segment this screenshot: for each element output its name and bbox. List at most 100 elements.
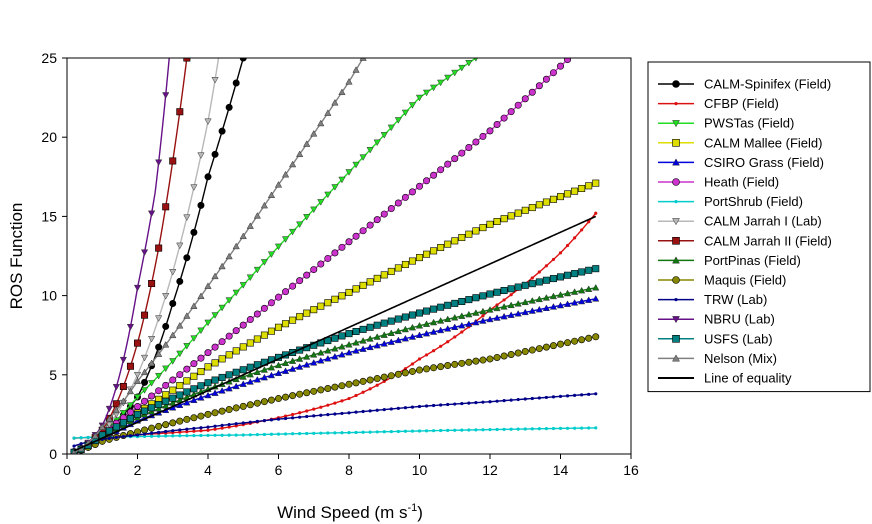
data-point xyxy=(373,139,381,147)
data-point xyxy=(521,206,529,214)
data-point xyxy=(544,427,549,431)
data-point xyxy=(296,221,304,229)
data-point xyxy=(281,170,290,178)
data-point xyxy=(408,102,417,109)
data-point xyxy=(465,358,473,366)
data-point xyxy=(317,386,325,394)
x-tick-label: 12 xyxy=(482,462,498,478)
data-point xyxy=(444,74,452,82)
data-point xyxy=(528,297,536,304)
data-point xyxy=(373,333,381,340)
data-point xyxy=(303,140,311,147)
data-point xyxy=(176,417,184,425)
data-point xyxy=(317,199,325,206)
data-point xyxy=(324,354,332,362)
data-point xyxy=(465,320,473,327)
data-point xyxy=(408,333,417,340)
data-point xyxy=(474,428,478,432)
data-point xyxy=(303,353,311,360)
data-point xyxy=(211,150,219,158)
data-point xyxy=(298,432,302,436)
data-point xyxy=(204,363,212,371)
data-point xyxy=(437,363,445,371)
data-point xyxy=(359,337,367,344)
data-point xyxy=(155,315,163,322)
data-point xyxy=(389,430,393,434)
data-point xyxy=(380,331,388,338)
data-point xyxy=(162,92,170,99)
data-point xyxy=(439,428,443,433)
data-point xyxy=(246,274,254,282)
y-tick-label: 10 xyxy=(41,288,57,304)
data-point xyxy=(528,88,536,96)
data-point xyxy=(248,433,252,437)
data-point xyxy=(105,415,113,422)
data-point xyxy=(537,427,541,431)
data-point xyxy=(345,340,353,348)
data-point xyxy=(345,169,353,176)
data-point xyxy=(380,210,388,218)
data-point xyxy=(241,421,245,425)
data-point xyxy=(453,335,457,339)
data-point xyxy=(422,320,431,327)
series-line xyxy=(73,215,597,452)
data-point xyxy=(437,244,445,252)
data-point xyxy=(479,292,487,300)
data-point xyxy=(183,214,191,221)
series-5 xyxy=(70,58,572,454)
data-point xyxy=(298,411,302,415)
data-point xyxy=(162,365,170,373)
legend-entry: Maquis (Field) xyxy=(658,273,786,288)
data-point xyxy=(394,336,402,344)
data-point xyxy=(521,95,529,103)
data-point xyxy=(135,433,140,437)
data-point xyxy=(592,179,600,187)
data-point xyxy=(267,363,276,371)
data-point xyxy=(573,426,577,430)
data-point xyxy=(333,431,337,435)
data-point xyxy=(213,433,217,437)
data-point xyxy=(155,404,163,412)
data-point xyxy=(274,181,283,188)
data-point xyxy=(218,355,226,363)
data-point xyxy=(317,119,325,127)
data-point xyxy=(368,409,372,413)
data-point xyxy=(190,335,198,342)
data-point xyxy=(176,108,184,116)
series-15 xyxy=(73,215,597,452)
data-point xyxy=(672,237,680,245)
data-point xyxy=(282,393,290,401)
data-point xyxy=(542,276,550,284)
data-point xyxy=(594,211,598,215)
data-point xyxy=(338,332,346,340)
data-point xyxy=(585,296,593,303)
legend-entry: CALM Jarrah I (Lab) xyxy=(658,214,822,229)
data-point xyxy=(324,299,332,307)
data-point xyxy=(331,344,339,352)
data-point xyxy=(366,323,374,331)
data-point xyxy=(444,315,452,323)
data-point xyxy=(141,378,149,386)
data-point xyxy=(253,375,261,383)
data-point xyxy=(558,251,563,255)
data-point xyxy=(500,352,508,360)
data-point xyxy=(190,372,198,380)
data-point xyxy=(112,423,120,431)
data-point xyxy=(133,377,142,384)
data-point xyxy=(218,262,226,270)
data-point xyxy=(556,340,564,348)
data-point xyxy=(141,426,149,434)
data-point xyxy=(197,394,205,401)
data-point xyxy=(269,432,274,436)
data-point xyxy=(239,402,247,410)
data-point xyxy=(352,232,360,240)
data-point xyxy=(565,243,570,248)
data-point xyxy=(225,406,233,414)
data-point xyxy=(495,399,499,403)
data-point xyxy=(672,276,680,284)
data-point xyxy=(521,308,529,316)
data-point xyxy=(338,243,346,251)
data-point xyxy=(432,349,436,353)
data-point xyxy=(162,203,170,211)
data-point xyxy=(481,428,485,432)
